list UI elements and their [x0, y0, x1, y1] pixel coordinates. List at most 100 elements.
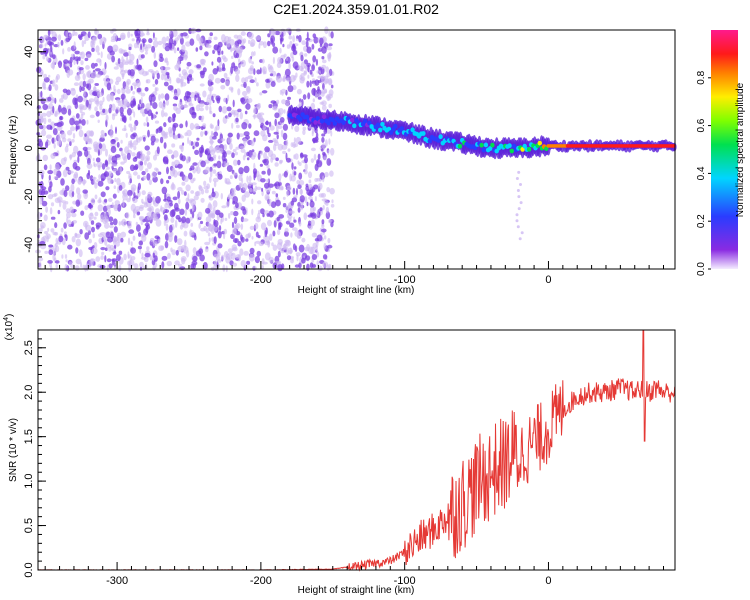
noise-speckle [258, 115, 264, 121]
noise-speckle [242, 90, 248, 97]
noise-speckle [78, 56, 81, 62]
noise-speckle [43, 73, 48, 79]
noise-speckle [195, 141, 200, 147]
noise-speckle [228, 112, 232, 118]
noise-speckle [152, 32, 155, 39]
noise-speckle [323, 242, 327, 250]
noise-speckle [78, 119, 82, 124]
noise-speckle [160, 178, 164, 185]
noise-speckle [130, 103, 133, 107]
noise-speckle [166, 196, 171, 202]
noise-speckle [268, 104, 273, 109]
noise-speckle [97, 119, 100, 124]
noise-speckle [111, 163, 118, 167]
noise-speckle [183, 191, 187, 196]
noise-speckle [139, 204, 145, 209]
noise-speckle [213, 236, 217, 244]
noise-speckle [38, 261, 42, 270]
noise-speckle [104, 198, 108, 203]
noise-speckle [105, 231, 111, 239]
noise-speckle [314, 196, 317, 202]
noise-speckle [233, 216, 238, 225]
noise-speckle [261, 170, 266, 175]
noise-speckle [53, 168, 58, 175]
noise-speckle [52, 128, 58, 136]
y-tick-label: 2.0 [23, 385, 35, 400]
noise-speckle [127, 51, 131, 57]
noise-speckle [234, 68, 241, 75]
noise-speckle [290, 200, 295, 206]
noise-speckle [144, 87, 149, 92]
noise-speckle [154, 262, 158, 268]
noise-speckle [77, 193, 82, 200]
noise-speckle [152, 83, 156, 87]
noise-speckle [124, 86, 130, 90]
noise-speckle [79, 229, 83, 235]
noise-speckle [164, 66, 171, 70]
noise-speckle [216, 56, 222, 63]
noise-speckle [209, 110, 213, 115]
noise-speckle [50, 202, 55, 207]
noise-speckle [122, 153, 127, 160]
noise-speckle [231, 228, 237, 236]
noise-speckle [248, 123, 252, 129]
noise-speckle [240, 223, 244, 230]
noise-speckle [260, 222, 267, 231]
noise-speckle [114, 177, 117, 183]
noise-speckle [131, 109, 134, 114]
noise-speckle [266, 164, 270, 169]
noise-speckle [127, 251, 130, 260]
noise-speckle [70, 53, 75, 57]
noise-speckle [161, 103, 166, 110]
noise-speckle [238, 174, 243, 182]
noise-speckle [136, 58, 139, 66]
noise-speckle [246, 157, 250, 161]
noise-speckle [322, 254, 328, 260]
noise-speckle [264, 182, 270, 189]
noise-speckle [199, 45, 203, 51]
noise-speckle [136, 87, 142, 93]
noise-speckle [228, 212, 231, 219]
noise-speckle [111, 155, 118, 163]
noise-speckle [214, 209, 221, 216]
noise-speckle [265, 78, 270, 83]
noise-speckle [235, 124, 240, 129]
noise-speckle [171, 143, 176, 148]
noise-speckle [270, 81, 276, 87]
noise-speckle [220, 254, 225, 261]
x-tick-label: -100 [394, 575, 416, 587]
noise-speckle [121, 74, 125, 80]
noise-speckle [119, 99, 124, 108]
noise-speckle [147, 194, 151, 199]
noise-speckle [114, 48, 117, 53]
noise-speckle [136, 211, 141, 216]
noise-speckle [291, 162, 294, 170]
noise-speckle [231, 188, 236, 194]
noise-speckle [153, 51, 156, 59]
noise-speckle [191, 111, 197, 119]
noise-speckle [111, 202, 114, 208]
noise-speckle [102, 234, 105, 241]
noise-speckle [119, 166, 122, 174]
noise-speckle [276, 186, 282, 190]
noise-speckle [135, 80, 141, 88]
noise-speckle [104, 132, 107, 137]
noise-speckle [241, 122, 248, 130]
noise-speckle [118, 264, 122, 272]
noise-speckle [104, 247, 108, 251]
noise-speckle [124, 61, 129, 65]
noise-speckle [135, 134, 139, 143]
noise-speckle [74, 97, 78, 105]
noise-speckle [106, 264, 109, 272]
noise-speckle [198, 37, 203, 44]
noise-speckle [291, 257, 294, 261]
noise-speckle [223, 161, 227, 168]
noise-speckle [61, 254, 64, 259]
noise-speckle [209, 32, 213, 37]
noise-speckle [296, 88, 302, 95]
noise-speckle [281, 186, 284, 191]
noise-speckle [200, 131, 204, 137]
noise-speckle [329, 187, 335, 195]
noise-speckle [311, 254, 318, 260]
colorbar-label: Normalized spectral amplitude [735, 82, 746, 217]
